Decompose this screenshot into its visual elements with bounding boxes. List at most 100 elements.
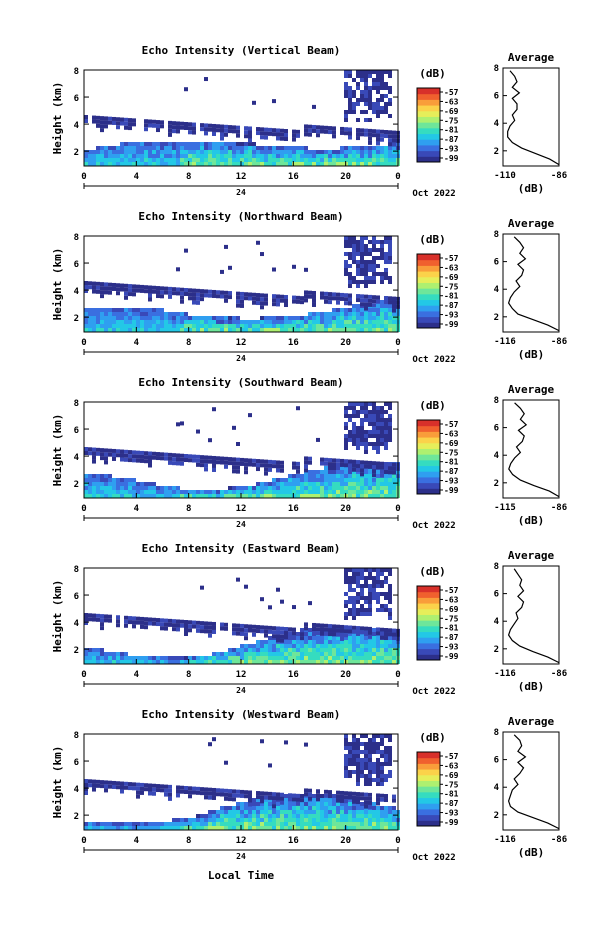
heatmap-cell — [244, 494, 248, 498]
heatmap-cell — [352, 320, 356, 324]
heatmap-cell — [276, 298, 280, 303]
heatmap-cell — [116, 482, 120, 486]
average-y-tick-label: 6 — [494, 258, 499, 268]
heatmap-cell — [164, 486, 168, 490]
heatmap-cell — [188, 316, 192, 320]
heatmap-cell — [368, 136, 372, 141]
heatmap-cell — [156, 490, 160, 494]
heatmap-cell — [316, 793, 320, 798]
heatmap-cell — [352, 106, 356, 110]
heatmap-cell — [380, 782, 384, 786]
heatmap-cell — [248, 798, 252, 803]
heatmap-cell — [380, 328, 384, 332]
heatmap-cell — [204, 814, 208, 818]
heatmap-cell — [120, 312, 124, 316]
heatmap-cell — [196, 628, 200, 633]
average-x-tick-label: -116 — [494, 669, 516, 679]
heatmap-cell — [392, 328, 396, 332]
x-tick-label: 12 — [236, 836, 247, 846]
month-label: Oct 2022 — [412, 189, 455, 199]
heatmap-cell — [372, 129, 376, 134]
heatmap-cell — [208, 142, 212, 146]
heatmap-cell — [284, 324, 288, 328]
colorbar-tick-label: -75 — [444, 448, 459, 457]
heatmap-cell — [240, 656, 244, 660]
heatmap-cell — [296, 461, 300, 466]
heatmap-cell — [188, 794, 192, 799]
x-tick-label: 12 — [236, 172, 247, 182]
colorbar-swatch — [417, 127, 440, 135]
heatmap-cell — [376, 652, 380, 656]
heatmap-cell — [260, 795, 264, 800]
heatmap-cell — [100, 660, 104, 664]
heatmap-cell — [324, 295, 328, 300]
average-line — [507, 568, 560, 664]
date-label: 24 — [236, 686, 246, 695]
heatmap-cell — [260, 656, 264, 660]
heatmap-cell — [324, 660, 328, 664]
heatmap-cell — [184, 786, 188, 791]
heatmap-cell — [288, 158, 292, 162]
heatmap-cell — [220, 456, 224, 461]
heatmap-cell — [212, 490, 216, 494]
heatmap-cell — [140, 490, 144, 494]
heatmap-cell — [160, 452, 164, 457]
heatmap-cell — [120, 652, 124, 656]
heatmap-cell — [348, 490, 352, 494]
heatmap-cell — [236, 457, 240, 462]
heatmap-cell — [164, 320, 168, 324]
heatmap-cell — [168, 150, 172, 154]
heatmap-cell — [100, 290, 104, 295]
heatmap-cell — [300, 656, 304, 660]
heatmap-cell — [108, 780, 112, 785]
heatmap-cell — [384, 794, 388, 799]
heatmap-cell — [304, 486, 308, 490]
x-tick-label: 0 — [395, 836, 400, 846]
heatmap-cell — [332, 478, 336, 482]
heatmap-cell — [168, 162, 172, 166]
heatmap-cell — [112, 660, 116, 664]
heatmap-cell — [364, 766, 368, 770]
heatmap-cell — [372, 256, 376, 260]
heatmap-cell — [192, 490, 196, 494]
x-tick-label: 4 — [134, 836, 140, 846]
heatmap-cell — [356, 592, 360, 596]
heatmap-cell — [380, 86, 384, 90]
heatmap-cell — [336, 458, 340, 463]
heatmap-cell — [280, 656, 284, 660]
heatmap-cell — [96, 312, 100, 316]
heatmap-cell — [320, 810, 324, 814]
heatmap-cell — [392, 130, 396, 135]
heatmap-cell — [360, 818, 364, 822]
heatmap-cell — [380, 461, 384, 466]
heatmap-cell — [216, 792, 220, 797]
heatmap-cell — [188, 324, 192, 328]
heatmap-cell — [312, 290, 316, 295]
heatmap-cell — [100, 294, 104, 299]
heatmap-cell — [324, 478, 328, 482]
heatmap-cell — [280, 652, 284, 656]
heatmap-cell — [128, 284, 132, 289]
heatmap-cell — [84, 822, 88, 826]
heatmap-cell — [384, 604, 388, 608]
heatmap-cell — [128, 450, 132, 455]
heatmap-cell — [116, 785, 120, 790]
colorbar-swatch — [417, 156, 440, 163]
heatmap-cell — [104, 478, 108, 482]
heatmap-cell — [372, 236, 376, 240]
heatmap-cell — [328, 126, 332, 131]
heatmap-cell — [112, 482, 116, 486]
heatmap-cell — [388, 608, 392, 612]
heatmap-cell — [348, 272, 352, 276]
heatmap-cell — [360, 328, 364, 332]
heatmap-cell — [236, 146, 240, 150]
heatmap-cell — [372, 766, 376, 770]
heatmap-cell — [120, 660, 124, 664]
heatmap-cell — [368, 630, 372, 635]
heatmap-cell — [248, 648, 252, 652]
heatmap-cell — [392, 138, 396, 143]
heatmap-cell — [184, 458, 188, 463]
heatmap-cell — [84, 285, 88, 289]
heatmap-cell — [344, 268, 348, 272]
heatmap-cell — [272, 162, 276, 166]
